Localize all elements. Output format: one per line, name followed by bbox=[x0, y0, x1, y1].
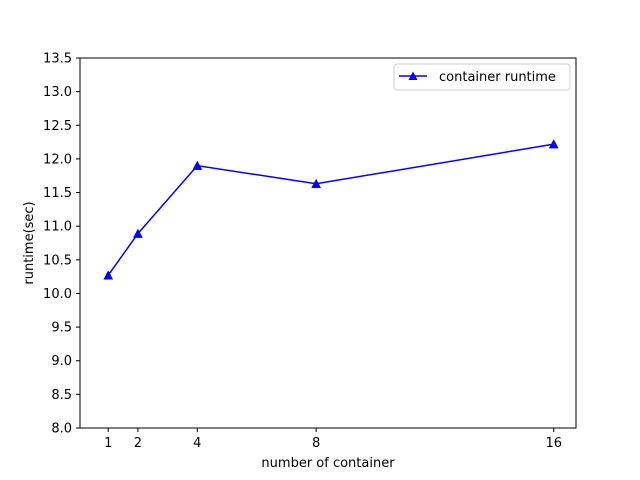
y-tick-label: 13.5 bbox=[43, 52, 72, 67]
y-tick-label: 8.0 bbox=[51, 422, 72, 437]
series-layer bbox=[103, 139, 559, 280]
y-tick-label: 11.0 bbox=[43, 220, 72, 235]
y-tick-label: 12.5 bbox=[43, 119, 72, 134]
y-tick-label: 10.0 bbox=[43, 287, 72, 302]
plot-area bbox=[80, 58, 576, 428]
y-tick-label: 12.0 bbox=[43, 152, 72, 167]
data-point-marker bbox=[548, 139, 559, 149]
x-tick-label: 4 bbox=[193, 436, 201, 451]
data-point-marker bbox=[192, 160, 203, 170]
legend: container runtime bbox=[393, 63, 571, 91]
y-tick-label: 8.5 bbox=[51, 388, 72, 403]
x-axis: 1 2 4 8 16 bbox=[104, 428, 562, 451]
y-tick-label: 11.5 bbox=[43, 186, 72, 201]
x-tick-label: 8 bbox=[312, 436, 320, 451]
x-tick-label: 1 bbox=[104, 436, 112, 451]
y-tick-label: 9.0 bbox=[51, 354, 72, 369]
y-tick-label: 13.0 bbox=[43, 85, 72, 100]
data-point-marker bbox=[133, 228, 143, 238]
x-tick-label: 2 bbox=[134, 436, 142, 451]
data-point-marker bbox=[311, 178, 322, 189]
y-axis-label: runtime(sec) bbox=[22, 201, 37, 284]
y-tick-label: 9.5 bbox=[51, 321, 72, 336]
legend-label: container runtime bbox=[439, 70, 556, 85]
y-axis: 8.0 8.5 9.0 9.5 10.0 10.5 11.0 11.5 12.0 12.5 13.0… bbox=[43, 52, 80, 437]
data-point-marker bbox=[103, 270, 114, 280]
plot-frame bbox=[79, 57, 577, 429]
legend-marker bbox=[408, 71, 418, 80]
legend-box bbox=[393, 63, 571, 91]
y-tick-label: 10.5 bbox=[43, 253, 72, 268]
x-axis-label: number of container bbox=[261, 456, 395, 471]
x-tick-label: 16 bbox=[545, 436, 562, 451]
